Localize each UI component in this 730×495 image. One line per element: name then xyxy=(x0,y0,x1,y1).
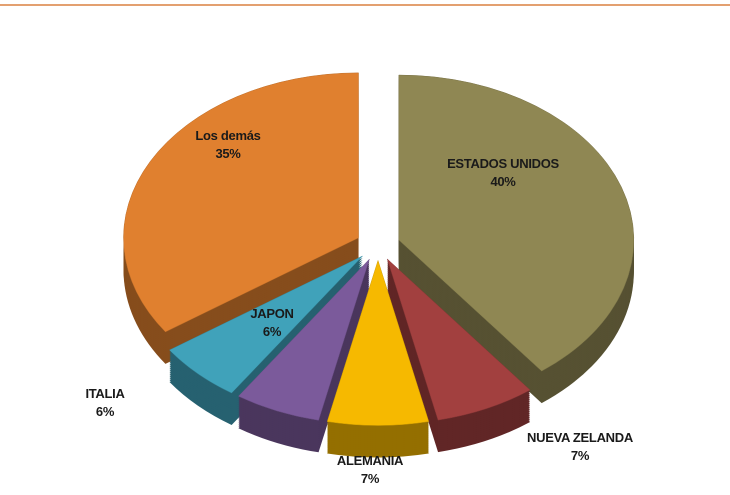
data-label: ESTADOS UNIDOS 40% xyxy=(447,156,559,189)
labels: ESTADOS UNIDOS 40%NUEVA ZELANDA 7%ALEMANIA… xyxy=(85,128,634,486)
data-label: NUEVA ZELANDA 7% xyxy=(527,430,634,463)
category-label: JAPON xyxy=(250,306,293,321)
slice xyxy=(386,258,531,421)
data-label: Los demás 35% xyxy=(195,128,260,161)
value-label: 7% xyxy=(571,448,590,463)
slice xyxy=(398,74,635,372)
category-label: NUEVA ZELANDA xyxy=(527,430,634,445)
value-label: 35% xyxy=(215,146,241,161)
value-label: 6% xyxy=(263,324,282,339)
slice xyxy=(326,259,430,426)
category-label: ITALIA xyxy=(85,386,125,401)
slice xyxy=(237,259,370,421)
slice xyxy=(123,72,359,333)
value-label: 40% xyxy=(490,174,516,189)
category-label: ESTADOS UNIDOS xyxy=(447,156,559,171)
data-label: JAPON 6% xyxy=(250,306,293,339)
value-label: 6% xyxy=(96,404,115,419)
slices xyxy=(123,72,635,458)
category-label: ALEMANIA xyxy=(337,453,404,468)
data-label: ITALIA 6% xyxy=(85,386,125,419)
value-label: 7% xyxy=(361,471,380,486)
data-label: ALEMANIA 7% xyxy=(337,453,404,486)
slice xyxy=(169,255,363,394)
category-label: Los demás xyxy=(195,128,260,143)
